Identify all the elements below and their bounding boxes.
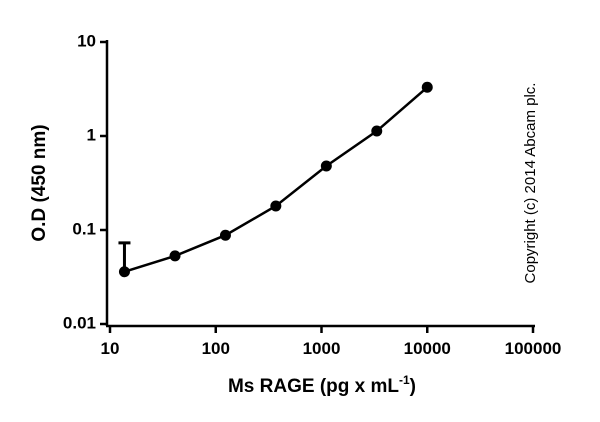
x-title-suffix: ) — [410, 376, 416, 397]
point — [320, 160, 332, 172]
point — [118, 266, 130, 278]
point — [219, 229, 231, 241]
x-tick-label: 100000 — [505, 339, 562, 358]
point — [421, 81, 433, 93]
y-tick-label: 0.1 — [72, 219, 96, 238]
x-title-superscript: -1 — [399, 373, 410, 387]
y-tick-label: 10 — [77, 31, 96, 50]
x-axis-title: Ms RAGE (pg x mL-1) — [228, 373, 416, 397]
y-tick-label: 1 — [87, 125, 96, 144]
point — [169, 250, 181, 262]
x-title-text: Ms RAGE (pg x mL — [228, 376, 399, 397]
x-tick-label: 1000 — [303, 339, 341, 358]
point — [371, 125, 383, 137]
copyright: Copyright (c) 2014 Abcam plc. — [522, 83, 539, 284]
x-tick-label: 10000 — [404, 339, 451, 358]
y-tick-label: 0.01 — [63, 313, 96, 332]
curve — [124, 86, 429, 273]
x-tick-label: 100 — [202, 339, 230, 358]
point — [270, 200, 282, 212]
y-axis-title: O.D (450 nm) — [29, 124, 50, 241]
x-tick-label: 10 — [101, 339, 120, 358]
